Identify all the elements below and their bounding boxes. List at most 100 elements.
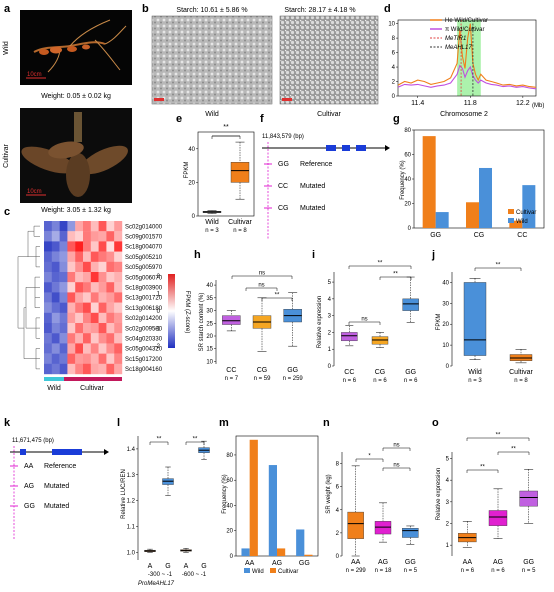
i-sig-label: **: [393, 272, 398, 278]
n-n-label: n = 299: [346, 568, 367, 574]
heatmap-gene-label: Sc13g006180: [125, 306, 163, 312]
h-ytick-label: 40: [206, 283, 213, 289]
i-category-label: CC: [344, 369, 354, 376]
heatmap-cell: [67, 241, 76, 252]
o-box: [488, 510, 508, 526]
heatmap-cell: [75, 241, 84, 252]
heatmap-cell: [90, 353, 99, 364]
legend-he: He Wild/Cultivar: [445, 18, 488, 24]
o-category-label: AG: [493, 559, 503, 566]
l-sig-label: **: [193, 437, 198, 443]
heatmap-cell: [106, 323, 115, 334]
heatmap-cell: [51, 343, 60, 354]
heatmap-cell: [44, 353, 52, 364]
heatmap-cell: [114, 241, 123, 252]
heatmap-colorbar: [168, 274, 175, 348]
heatmap-cell: [90, 272, 99, 283]
heatmap-cell: [44, 221, 52, 232]
l-ytick-label: 1.4: [127, 447, 136, 453]
l-ytick-label: 1.0: [127, 550, 136, 556]
e-sig: **: [223, 124, 229, 131]
heatmap-colorbar-tick: 0: [157, 309, 161, 315]
l-group-2: -600 ~ -1: [182, 572, 207, 578]
m-legend-cultivar: Cultivar: [278, 569, 298, 575]
heatmap-cell: [83, 333, 91, 344]
i-sig-label: ns: [361, 317, 367, 323]
heatmap-dendrogram-path: [17, 225, 40, 370]
i-box: [402, 298, 419, 311]
heatmap-cell: [59, 333, 68, 344]
o-box: [519, 490, 538, 507]
g-ytick-label: 40: [404, 177, 411, 183]
panel-letter-b: b: [142, 3, 149, 15]
o-ytick-label: 1: [446, 543, 450, 549]
h-ytick-label: 10: [206, 359, 213, 365]
heatmap-cell: [59, 363, 68, 375]
n-sig-label: ns: [393, 443, 399, 449]
n-category-label: GG: [405, 559, 416, 566]
h-ytick-label: 15: [206, 347, 213, 353]
heatmap-cell: [114, 343, 123, 354]
heatmap-cell: [83, 221, 91, 232]
j-n-label: n = 8: [514, 378, 528, 384]
wild-starch-label: Starch: 10.61 ± 5.86 %: [176, 7, 247, 14]
g-ytick-label: 60: [404, 153, 411, 159]
heatmap-cell: [98, 272, 107, 283]
heatmap-cell: [106, 363, 115, 375]
panel-letter-a: a: [4, 3, 11, 15]
heatmap-legend-title: FPKM (Z-score): [184, 291, 190, 334]
heatmap-cell: [75, 333, 84, 344]
heatmap-cell: [106, 302, 115, 313]
i-ytick-label: 0: [328, 364, 332, 370]
k-allele-gg: GG: [24, 503, 35, 510]
panel-o-chart: 1 2 3 4 5 AA n = 6 AG n = 6 GG n = 5 ** ** ** Relativ…: [436, 433, 538, 574]
panel-letter-e: e: [176, 113, 182, 125]
g-category-label: GG: [430, 232, 441, 239]
heatmap-colorbar-tick: 2: [157, 274, 161, 280]
e-frame: [197, 131, 255, 217]
o-sig-bracket: [466, 437, 530, 441]
panel-letter-h: h: [194, 249, 201, 261]
d-ytick-label: 10: [388, 22, 395, 28]
o-sig-label: **: [480, 465, 485, 471]
n-category-label: AG: [378, 559, 388, 566]
f-allele-cg-label: Mutated: [300, 205, 325, 212]
heatmap-cell: [90, 261, 99, 273]
heatmap-cell: [114, 312, 123, 324]
m-bar: [241, 548, 250, 556]
cultivar-starch-label: Starch: 28.17 ± 4.18 %: [284, 7, 355, 14]
h-sig-bracket: [245, 287, 278, 291]
heatmap-cell: [75, 272, 84, 283]
d-xtick-label: 11.8: [464, 100, 477, 107]
cultivar-scale-bar-label: 10cm: [27, 189, 42, 195]
g-ytick-label: 80: [404, 128, 411, 134]
heatmap-cell: [114, 231, 123, 242]
d-ytick-label: 2: [392, 80, 396, 86]
heatmap-cell: [90, 292, 99, 303]
m-ylabel: Frequency (%): [222, 474, 228, 513]
panel-e-chart: 0 20 40 Wild n = 3 Cultivar n = 8 FPKM **: [184, 124, 255, 234]
panel-letter-n: n: [323, 417, 330, 429]
heatmap-cell: [83, 251, 91, 262]
l-sig-bracket: [149, 441, 169, 445]
heatmap-cell: [83, 302, 91, 313]
panel-l-chart: 1.0 1.1 1.2 1.3 1.4 A G A G ** ** Relative LUC/REN…: [121, 436, 210, 587]
heatmap-gene-label: Sc18g004160: [125, 367, 163, 373]
l-category-label: A: [184, 563, 189, 570]
heatmap-cell: [67, 272, 76, 283]
heatmap-gene-label: Sc02g014000: [125, 224, 163, 230]
g-category-label: CG: [474, 232, 485, 239]
j-category-label: Cultivar: [509, 369, 533, 376]
heatmap-cell: [67, 302, 76, 313]
i-ytick-label: 2: [328, 330, 332, 336]
heatmap-cell: [83, 353, 91, 364]
heatmap-cell: [98, 323, 107, 334]
d-ytick-label: 6: [392, 51, 396, 57]
j-sig-label: **: [496, 263, 501, 269]
heatmap-cell: [67, 333, 76, 344]
l-group-1: -300 ~ -1: [148, 572, 173, 578]
n-n-label: n = 5: [404, 568, 418, 574]
heatmap-cell: [75, 323, 84, 334]
h-sig-bracket: [261, 297, 293, 301]
o-ytick-label: 5: [446, 457, 450, 463]
